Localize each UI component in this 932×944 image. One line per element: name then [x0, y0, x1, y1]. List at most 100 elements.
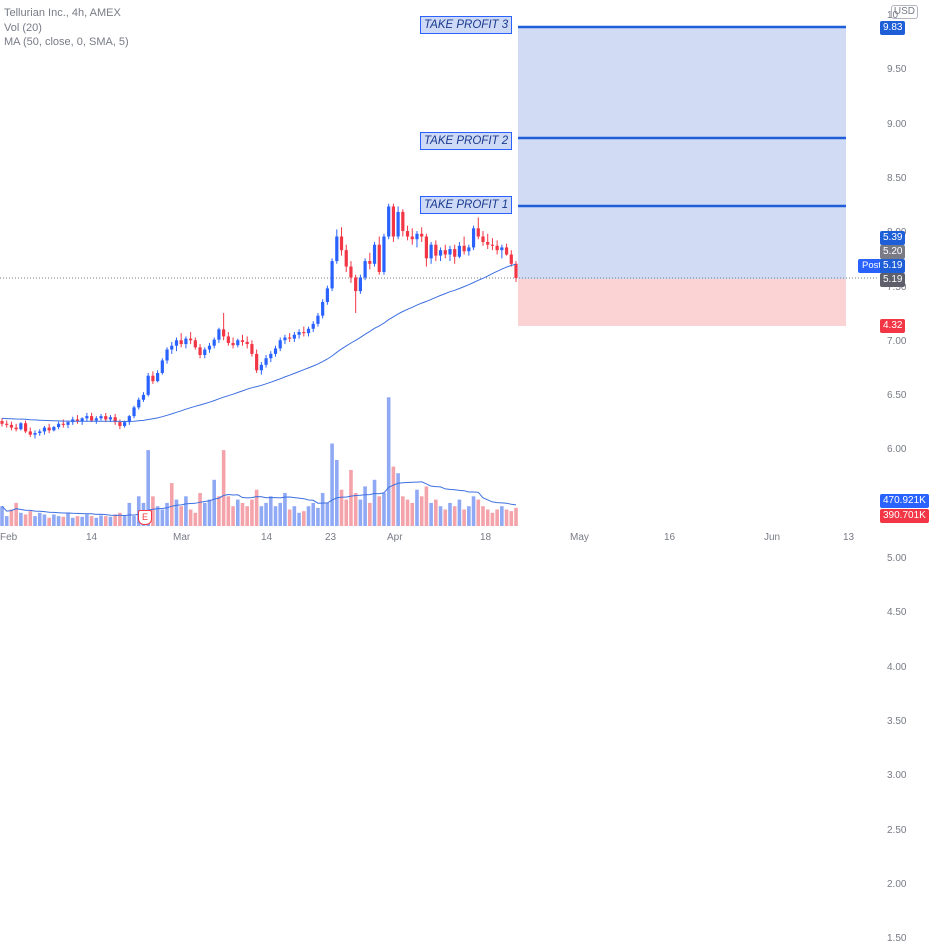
volume-bar: [221, 450, 226, 526]
price-axis-tick: 4.50: [887, 607, 907, 619]
candle-body: [23, 423, 28, 432]
candle-body: [255, 353, 259, 371]
earnings-marker[interactable]: E: [138, 510, 152, 525]
candle-body: [335, 236, 339, 262]
candle-body: [217, 329, 221, 340]
candle-body: [212, 339, 216, 346]
volume-ma-line: [1, 481, 517, 517]
volume-bar: [297, 512, 301, 526]
candle-body: [174, 340, 179, 346]
volume-bar: [457, 499, 462, 526]
legend-symbol[interactable]: Tellurian Inc., 4h, AMEX: [4, 7, 121, 19]
candle-body: [377, 244, 381, 272]
volume-bar: [99, 515, 103, 526]
candle-body: [198, 347, 202, 355]
candle-body: [236, 340, 240, 346]
candle-body: [476, 228, 480, 237]
volume-bar: [169, 483, 174, 526]
candle-body: [123, 422, 127, 426]
candle-body: [56, 423, 61, 428]
volume-bar: [0, 506, 4, 526]
currency-badge[interactable]: USD: [890, 5, 918, 19]
candle-body: [99, 416, 103, 419]
volume-bar: [184, 496, 188, 526]
take-profit-2-label[interactable]: TAKE PROFIT 2: [420, 132, 513, 150]
volume-bar: [438, 506, 443, 526]
volume-bar: [28, 511, 33, 526]
volume-bar: [47, 517, 51, 526]
volume-bar: [434, 499, 438, 526]
volume-bar: [4, 516, 9, 526]
volume-bar: [382, 493, 386, 526]
volume-bar: [311, 502, 316, 526]
candle-body: [443, 250, 447, 255]
volume-bar: [165, 502, 169, 526]
candle-body: [283, 337, 287, 341]
volume-bar: [193, 512, 198, 526]
candle-body: [330, 261, 334, 289]
volume-bar: [335, 460, 339, 526]
candle-body: [19, 423, 23, 430]
volume-bar: [476, 499, 481, 526]
candle-body: [368, 261, 372, 264]
volume-bar: [320, 493, 325, 526]
candle-body: [481, 236, 485, 242]
candle-body: [33, 433, 37, 435]
price-axis-tick: 8.50: [887, 172, 907, 184]
candle-body: [156, 373, 160, 382]
candle-body: [306, 328, 311, 334]
candle-body: [325, 288, 329, 303]
candle-body: [240, 340, 245, 342]
volume-bar: [151, 496, 155, 526]
volume-bar: [259, 506, 264, 526]
volume-bar: [330, 443, 334, 526]
candle-body: [321, 302, 325, 316]
candle-body: [457, 245, 462, 257]
volume-bar: [415, 489, 419, 526]
candle-body: [89, 416, 94, 421]
take-profit-1-label[interactable]: TAKE PROFIT 1: [420, 196, 513, 214]
price-axis-tick: 5.00: [887, 553, 907, 564]
candle-body: [405, 231, 410, 237]
volume-bar: [391, 466, 396, 526]
candle-body: [47, 427, 51, 431]
legend-volume[interactable]: Vol (20): [4, 21, 42, 34]
candle-body: [354, 277, 358, 292]
volume-bar: [386, 397, 391, 526]
price-axis-tick: 10: [887, 10, 899, 21]
volume-bar: [132, 516, 136, 526]
candle-body: [226, 336, 230, 343]
candle-body: [80, 418, 84, 422]
volume-bar: [514, 507, 518, 526]
take-profit-3-label[interactable]: TAKE PROFIT 3: [420, 16, 513, 34]
time-axis-tick: 23: [325, 532, 337, 543]
volume-bar: [231, 506, 235, 526]
volume-bar: [14, 502, 18, 526]
volume-bar: [306, 506, 311, 526]
volume-bar: [19, 512, 23, 526]
tp3-price-tag: 9.83: [880, 21, 906, 35]
volume-bar: [52, 514, 56, 526]
volume-bar: [212, 479, 217, 526]
time-axis-tick: Feb: [0, 532, 18, 543]
candle-body: [316, 315, 320, 324]
time-axis-tick: Apr: [387, 532, 403, 543]
volume-bar: [9, 509, 14, 526]
volume-bar: [264, 502, 268, 526]
price-axis-tick: 7.00: [887, 335, 907, 347]
candle-body: [231, 342, 235, 346]
volume-blue-tag: 470.921K: [880, 494, 929, 508]
volume-bar: [254, 489, 259, 526]
time-axis-tick: Mar: [173, 532, 191, 543]
stop-price-tag: 4.32: [880, 319, 906, 333]
candle-body: [137, 399, 141, 408]
candle-body: [193, 340, 197, 348]
candle-body: [203, 349, 207, 355]
volume-bar: [325, 502, 330, 526]
candle-body: [28, 431, 32, 435]
legend-ma[interactable]: MA (50, close, 0, SMA, 5): [4, 36, 129, 48]
candle-body: [415, 233, 419, 240]
candle-body: [132, 407, 136, 417]
volume-bar: [273, 506, 278, 526]
price-chart[interactable]: [0, 0, 932, 550]
